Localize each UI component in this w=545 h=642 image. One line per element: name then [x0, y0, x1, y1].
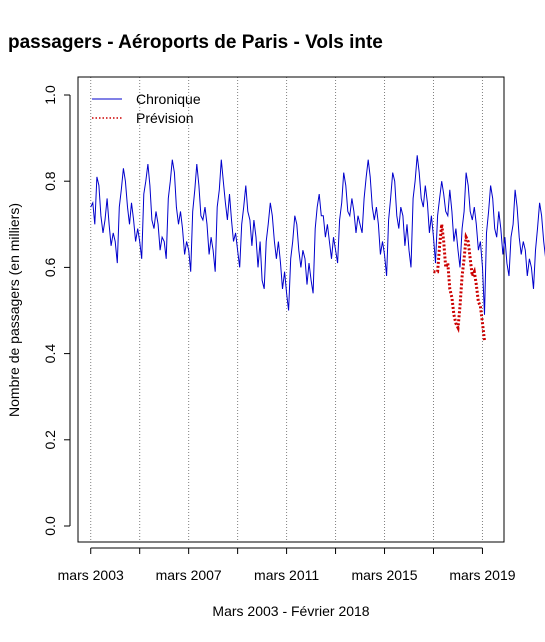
- vertical-grid: [90, 77, 483, 542]
- legend-label-chronique: Chronique: [136, 91, 201, 107]
- series-line-prevision: [433, 224, 486, 341]
- y-axis-label: Nombre de passagers (en milliers): [6, 203, 22, 417]
- y-tick-label-2: 0.4: [42, 344, 58, 364]
- y-axis: 0.0 0.2 0.4 0.6 0.8 1.0: [42, 85, 71, 536]
- x-tick-label-4: mars 2019: [449, 567, 515, 583]
- x-tick-label-2: mars 2011: [254, 567, 319, 583]
- chart-title: passagers - Aéroports de Paris - Vols in…: [8, 32, 383, 53]
- x-axis: mars 2003 mars 2007 mars 2011 mars 2015 mars…: [58, 547, 516, 583]
- series-group: [90, 155, 545, 341]
- x-tick-label-1: mars 2007: [156, 567, 222, 583]
- x-tick-label-0: mars 2003: [58, 567, 124, 583]
- x-tick-label-3: mars 2015: [351, 567, 417, 583]
- x-axis-label: Mars 2003 - Février 2018: [212, 603, 369, 619]
- plot-frame: [77, 76, 505, 543]
- y-tick-label-3: 0.6: [42, 257, 58, 277]
- series-line-chronique: [90, 155, 545, 315]
- legend-label-prevision: Prévision: [136, 110, 194, 126]
- y-tick-label-5: 1.0: [42, 85, 58, 105]
- y-tick-label-0: 0.0: [42, 516, 58, 536]
- y-tick-label-1: 0.2: [42, 430, 58, 450]
- y-tick-label-4: 0.8: [42, 171, 58, 191]
- legend: Chronique Prévision: [92, 91, 201, 126]
